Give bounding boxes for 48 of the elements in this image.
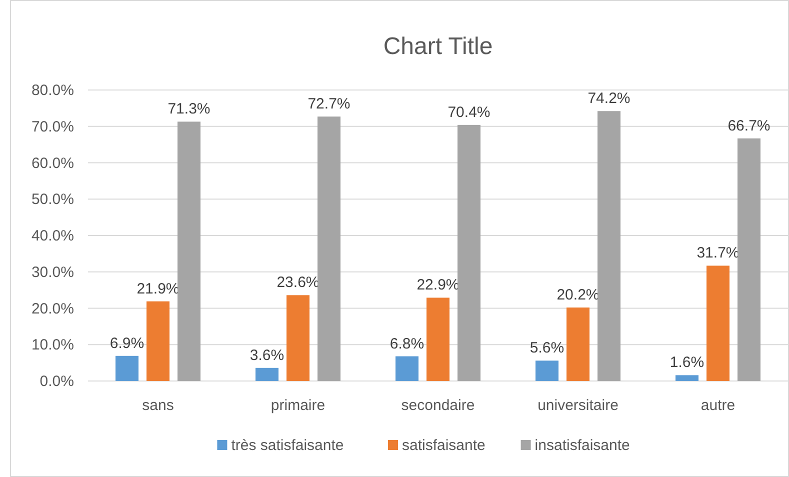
chart-title: Chart Title — [383, 33, 493, 60]
bar — [286, 295, 310, 381]
legend-label: insatisfaisante — [534, 437, 630, 454]
bar — [396, 356, 418, 381]
bar — [178, 122, 200, 381]
data-label: 5.6% — [530, 340, 564, 357]
data-label: 6.8% — [390, 335, 424, 352]
data-label: 20.2% — [556, 286, 600, 304]
y-tick-label: 80.0% — [31, 82, 74, 99]
y-tick-label: 40.0% — [31, 228, 74, 244]
bar — [536, 360, 558, 381]
y-tick-label: 60.0% — [31, 154, 74, 172]
data-label: 23.6% — [276, 274, 320, 292]
data-label: 66.7% — [728, 117, 770, 134]
y-tick-label: 20.0% — [31, 300, 74, 318]
data-label: 3.6% — [250, 346, 284, 364]
legend-label: très satisfaisante — [231, 437, 344, 454]
bar — [738, 138, 760, 381]
bar — [676, 375, 698, 381]
y-tick-label: 0.0% — [40, 373, 74, 390]
bar — [318, 116, 340, 381]
bar — [566, 308, 590, 381]
data-label: 6.9% — [110, 334, 144, 352]
data-label: 70.4% — [448, 104, 490, 121]
data-label: 31.7% — [696, 244, 740, 262]
data-label: 71.3% — [168, 100, 210, 118]
x-tick-label: autre — [700, 397, 736, 414]
data-label: 74.2% — [588, 90, 630, 108]
data-label: 22.9% — [416, 276, 460, 294]
x-tick-label: sans — [142, 397, 174, 414]
bar — [146, 301, 170, 381]
bar — [256, 368, 278, 381]
data-label: 72.7% — [308, 96, 350, 113]
legend-label: satisfaisante — [402, 437, 486, 454]
y-tick-label: 10.0% — [31, 336, 74, 354]
x-tick-label: universitaire — [538, 397, 618, 414]
bar — [458, 124, 480, 381]
x-tick-label: secondaire — [401, 397, 475, 414]
bar — [706, 266, 730, 381]
data-label: 1.6% — [670, 354, 704, 372]
bar — [598, 111, 620, 381]
data-label: 21.9% — [136, 280, 180, 298]
x-tick-label: primaire — [270, 397, 326, 414]
bar — [116, 356, 138, 381]
y-tick-label: 30.0% — [31, 264, 74, 281]
y-tick-label: 50.0% — [31, 191, 74, 208]
bar — [426, 298, 450, 381]
y-tick-label: 70.0% — [31, 118, 74, 136]
